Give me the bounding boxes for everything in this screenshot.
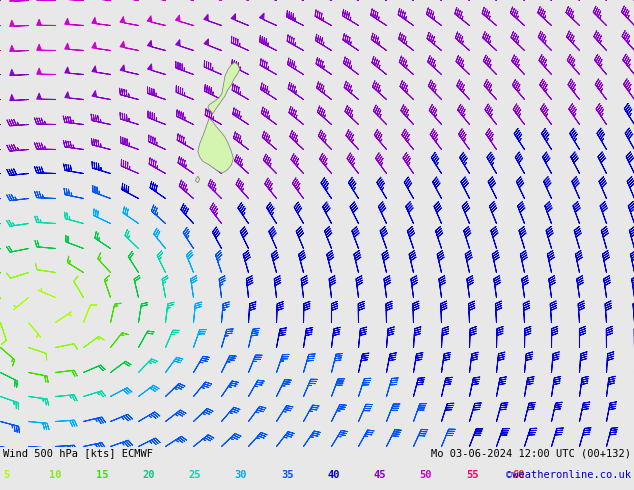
Text: Mo 03-06-2024 12:00 UTC (00+132): Mo 03-06-2024 12:00 UTC (00+132) bbox=[431, 448, 631, 458]
Text: Wind 500 hPa [kts] ECMWF: Wind 500 hPa [kts] ECMWF bbox=[3, 448, 153, 458]
Text: ©weatheronline.co.uk: ©weatheronline.co.uk bbox=[506, 470, 631, 480]
Text: 50: 50 bbox=[420, 470, 432, 480]
Text: 15: 15 bbox=[96, 470, 108, 480]
Polygon shape bbox=[198, 118, 233, 173]
Polygon shape bbox=[208, 62, 240, 114]
Text: 40: 40 bbox=[327, 470, 340, 480]
Text: 35: 35 bbox=[281, 470, 294, 480]
Text: 55: 55 bbox=[466, 470, 479, 480]
Text: 25: 25 bbox=[188, 470, 201, 480]
Text: 10: 10 bbox=[49, 470, 62, 480]
Text: 5: 5 bbox=[3, 470, 10, 480]
Text: 60: 60 bbox=[512, 470, 525, 480]
Text: 30: 30 bbox=[235, 470, 247, 480]
Polygon shape bbox=[195, 176, 200, 183]
Text: 45: 45 bbox=[373, 470, 386, 480]
Text: 20: 20 bbox=[142, 470, 155, 480]
